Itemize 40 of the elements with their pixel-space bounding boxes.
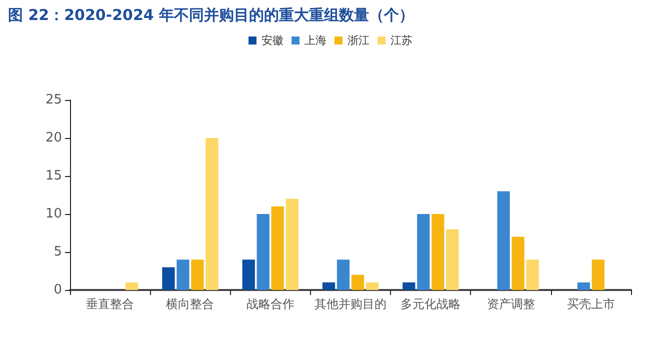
bar [512,236,524,290]
y-tick-label: 15 [45,168,62,184]
bar [256,214,270,290]
y-tick-label: 5 [54,244,62,260]
y-tick-label: 0 [54,282,62,298]
legend-label: 浙江 [348,34,370,47]
bar [242,260,255,290]
bar [322,282,336,290]
bar [366,282,379,290]
bar [526,260,539,290]
legend-label: 上海 [304,34,326,47]
legend-label: 安徽 [262,34,284,47]
x-tick-label: 资产调整 [486,297,535,311]
chart-title: 图 22：2020-2024 年不同并购目的的重大重组数量（个） [8,6,414,25]
bar [446,229,459,290]
bar [417,214,430,290]
x-tick-label: 垂直整合 [86,297,134,311]
x-tick-label: 买壳上市 [566,297,615,311]
bar [162,267,175,290]
bar [351,274,364,290]
bar [191,260,204,290]
bar [176,260,190,290]
bar [592,260,604,290]
x-tick-label: 其他并购目的 [314,297,386,311]
bar [336,260,350,290]
bar [497,191,510,290]
bar [126,282,138,290]
bar [402,282,416,290]
bar [206,138,218,290]
x-tick-label: 多元化战略 [400,297,461,311]
x-tick-label: 横向整合 [166,297,214,311]
bar [271,206,284,290]
bar [286,198,298,290]
y-tick-label: 25 [45,92,62,108]
x-tick-label: 战略合作 [246,297,294,311]
bar [577,282,590,290]
y-tick-label: 20 [45,130,62,146]
y-tick-label: 10 [45,206,62,222]
bar [432,214,444,290]
legend-label: 江苏 [390,34,412,47]
